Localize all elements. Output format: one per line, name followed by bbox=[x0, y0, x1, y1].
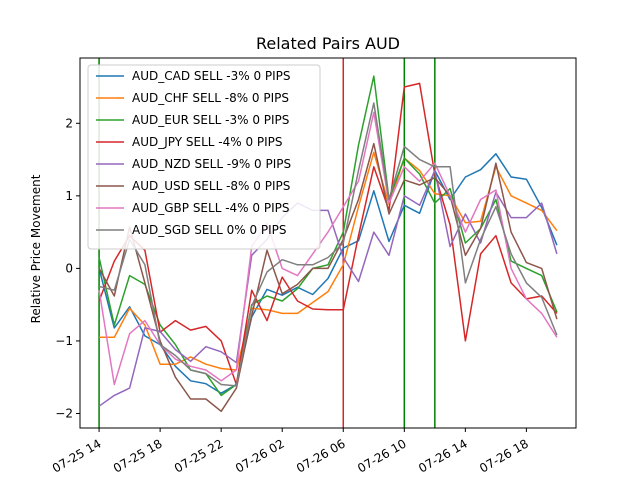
series-line-aud-sgd bbox=[98, 102, 558, 387]
plot-frame bbox=[79, 57, 577, 429]
series-lines bbox=[98, 75, 558, 413]
y-tick-label: 2 bbox=[65, 116, 73, 130]
x-tick-label: 07-26 14 bbox=[416, 436, 470, 475]
legend-entry-label: AUD_GBP SELL -4% 0 PIPS bbox=[132, 201, 289, 215]
y-axis-ticks: −2 −1 0 1 2 bbox=[55, 116, 80, 420]
y-axis-label: Relative Price Movement bbox=[29, 174, 43, 323]
legend-entry-label: AUD_CAD SELL -3% 0 PIPS bbox=[132, 69, 291, 83]
legend-entry-label: AUD_NZD SELL -9% 0 PIPS bbox=[132, 157, 291, 171]
legend-entry-label: AUD_USD SELL -8% 0 PIPS bbox=[132, 179, 290, 193]
series-line-aud-gbp bbox=[98, 111, 558, 386]
series-line-aud-usd bbox=[98, 142, 558, 413]
legend-box bbox=[87, 64, 321, 250]
y-tick-label: −2 bbox=[55, 406, 73, 420]
x-axis-ticks: 07-25 14 07-25 18 07-25 22 07-26 02 07-26 06… bbox=[50, 428, 531, 476]
chart-title: Related Pairs AUD bbox=[256, 34, 400, 53]
x-tick-label: 07-25 14 bbox=[50, 436, 104, 475]
x-tick-label: 07-26 10 bbox=[355, 436, 409, 475]
x-tick-label: 07-25 22 bbox=[172, 436, 226, 475]
legend-entry-label: AUD_CHF SELL -8% 0 PIPS bbox=[132, 91, 289, 105]
x-tick-label: 07-25 18 bbox=[111, 436, 165, 475]
y-tick-label: 1 bbox=[65, 189, 73, 203]
series-line-aud-jpy bbox=[98, 82, 558, 386]
y-tick-label: −1 bbox=[55, 334, 73, 348]
x-tick-label: 07-26 06 bbox=[294, 436, 348, 475]
x-tick-label: 07-26 18 bbox=[477, 436, 531, 475]
legend-entry-label: AUD_SGD SELL 0% 0 PIPS bbox=[132, 223, 287, 237]
legend-entry-label: AUD_JPY SELL -4% 0 PIPS bbox=[132, 135, 283, 149]
legend: AUD_CAD SELL -3% 0 PIPS AUD_CHF SELL -8% … bbox=[87, 64, 321, 250]
series-line-aud-nzd bbox=[98, 169, 558, 407]
legend-entry-label: AUD_EUR SELL -3% 0 PIPS bbox=[132, 113, 289, 127]
x-tick-label: 07-26 02 bbox=[233, 436, 287, 475]
series-line-aud-chf bbox=[99, 151, 558, 371]
y-tick-label: 0 bbox=[65, 261, 73, 275]
series-line-aud-cad bbox=[98, 153, 558, 394]
